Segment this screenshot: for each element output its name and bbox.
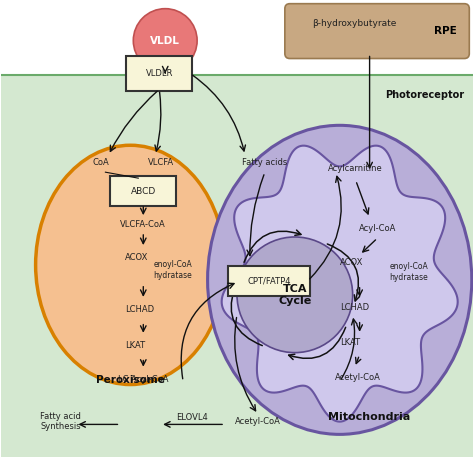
Text: enoyl-CoA
hydratase: enoyl-CoA hydratase (390, 262, 428, 282)
Text: RPE: RPE (434, 26, 456, 36)
Text: β-hydroxybutyrate: β-hydroxybutyrate (312, 19, 397, 27)
Text: enoyl-CoA
hydratase: enoyl-CoA hydratase (153, 260, 192, 279)
Text: Mitochondria: Mitochondria (328, 412, 411, 422)
Text: Acetyl-CoA: Acetyl-CoA (335, 373, 381, 382)
Text: Acylcarnitine: Acylcarnitine (328, 164, 383, 173)
Circle shape (133, 9, 197, 72)
Text: LC Acyl-CoA: LC Acyl-CoA (118, 375, 169, 384)
Text: ELOVL4: ELOVL4 (176, 413, 208, 422)
Text: ACOX: ACOX (340, 258, 363, 267)
Text: VLCFA-CoA: VLCFA-CoA (120, 219, 166, 229)
Bar (1, 1, 473, 76)
FancyBboxPatch shape (285, 4, 469, 59)
FancyBboxPatch shape (110, 176, 176, 206)
Text: Fatty acid
Synthesis: Fatty acid Synthesis (40, 412, 81, 431)
Text: ABCD: ABCD (131, 186, 156, 196)
Text: LCHAD: LCHAD (340, 303, 369, 312)
Ellipse shape (36, 145, 225, 385)
Text: TCA
Cycle: TCA Cycle (278, 284, 311, 305)
FancyBboxPatch shape (228, 266, 310, 296)
Polygon shape (222, 146, 458, 422)
Bar (1, 76, 473, 457)
Text: VLDL: VLDL (150, 36, 180, 46)
Text: Acetyl-CoA: Acetyl-CoA (235, 417, 281, 426)
Circle shape (237, 237, 353, 353)
Text: LKAT: LKAT (340, 338, 360, 347)
Text: Acyl-CoA: Acyl-CoA (359, 224, 396, 233)
Text: LKAT: LKAT (125, 341, 146, 350)
Text: LCHAD: LCHAD (125, 305, 155, 314)
Text: Peroxisome: Peroxisome (96, 375, 165, 385)
Text: CPT/FATP4: CPT/FATP4 (247, 276, 291, 285)
Text: VLCFA: VLCFA (148, 158, 174, 167)
Text: VLDLR: VLDLR (146, 69, 173, 78)
Ellipse shape (208, 125, 472, 434)
Text: CoA: CoA (92, 158, 109, 167)
Text: Photoreceptor: Photoreceptor (385, 90, 465, 100)
FancyBboxPatch shape (127, 55, 192, 92)
Text: Fatty acids: Fatty acids (242, 158, 288, 167)
Text: ACOX: ACOX (125, 253, 149, 262)
